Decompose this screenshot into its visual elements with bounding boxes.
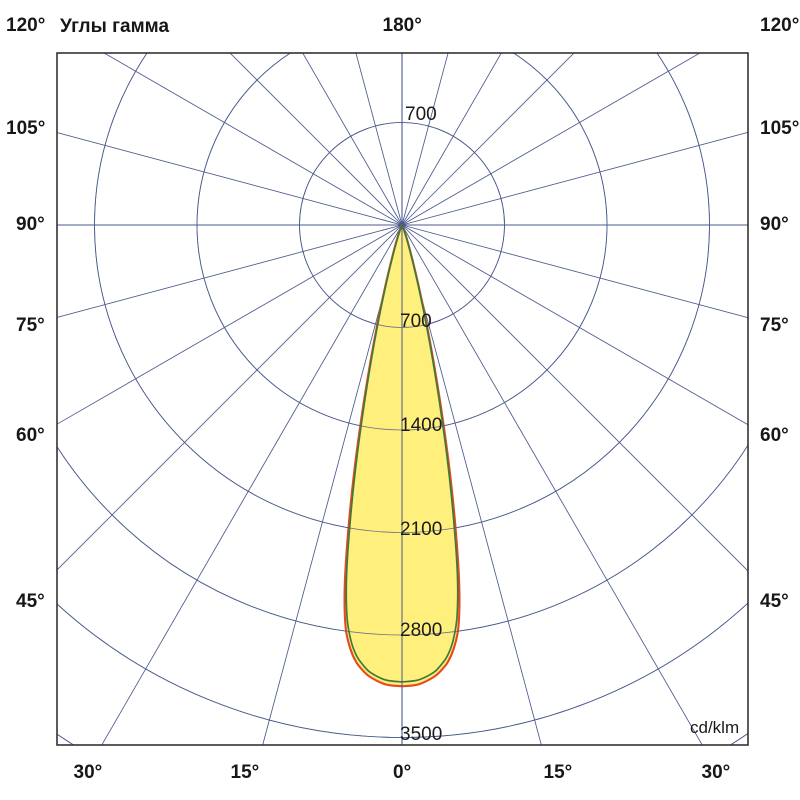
grid-spoke bbox=[401, 224, 748, 319]
ring-value-label-2: 1400 bbox=[400, 415, 443, 436]
grid-spoke bbox=[302, 53, 403, 226]
unit-label: cd/klm bbox=[690, 718, 740, 737]
grid-spoke bbox=[401, 53, 575, 226]
ring-value-label-4: 2800 bbox=[400, 620, 443, 641]
grid-spoke bbox=[401, 53, 502, 226]
axis-label-bottom-3: 15° bbox=[543, 762, 573, 783]
axis-label-left-4: 60° bbox=[16, 425, 45, 446]
grid-spoke bbox=[262, 224, 403, 745]
axis-label-right-4: 60° bbox=[760, 425, 789, 446]
grid-spoke bbox=[57, 224, 403, 425]
grid-spoke bbox=[401, 224, 542, 745]
axis-label-left-2: 90° bbox=[16, 214, 45, 235]
grid-spoke bbox=[57, 132, 403, 226]
grid-spoke bbox=[103, 53, 403, 226]
axis-label-right-3: 75° bbox=[760, 315, 789, 336]
axis-label-left-3: 75° bbox=[16, 315, 45, 336]
axis-label-bottom-1: 15° bbox=[230, 762, 260, 783]
axis-label-left-5: 45° bbox=[16, 591, 45, 612]
axis-label-bottom-2: 0° bbox=[393, 762, 412, 783]
grid-spoke bbox=[401, 224, 748, 572]
grid-spoke bbox=[401, 224, 703, 745]
axis-label-bottom-0: 30° bbox=[73, 762, 103, 783]
grid-spoke bbox=[101, 224, 403, 745]
grid-spoke bbox=[401, 224, 748, 426]
axis-label-right-0: 120° bbox=[760, 15, 800, 36]
grid-spoke bbox=[355, 53, 403, 226]
axis-label-left-0: 120° bbox=[6, 15, 46, 36]
grid-spoke bbox=[401, 53, 449, 226]
axis-label-left-1: 105° bbox=[6, 118, 46, 139]
grid-spoke bbox=[401, 53, 701, 226]
ring-value-label-5: 3500 bbox=[400, 724, 443, 745]
ring-value-label-1: 700 bbox=[400, 311, 432, 332]
plot-frame bbox=[56, 52, 749, 746]
axis-label-right-5: 45° bbox=[760, 591, 789, 612]
axis-label-top-0: 180° bbox=[382, 15, 422, 36]
axis-label-right-1: 105° bbox=[760, 118, 800, 139]
ring-value-label-0: 700 bbox=[405, 104, 437, 125]
axis-label-bottom-4: 30° bbox=[701, 762, 731, 783]
grid-spoke bbox=[57, 224, 403, 571]
ring-value-label-3: 2100 bbox=[400, 519, 443, 540]
axis-label-right-2: 90° bbox=[760, 214, 789, 235]
grid-spoke bbox=[229, 53, 403, 226]
page-title: Углы гамма bbox=[60, 16, 170, 37]
grid-spoke bbox=[401, 131, 748, 226]
grid-spoke bbox=[57, 224, 403, 318]
